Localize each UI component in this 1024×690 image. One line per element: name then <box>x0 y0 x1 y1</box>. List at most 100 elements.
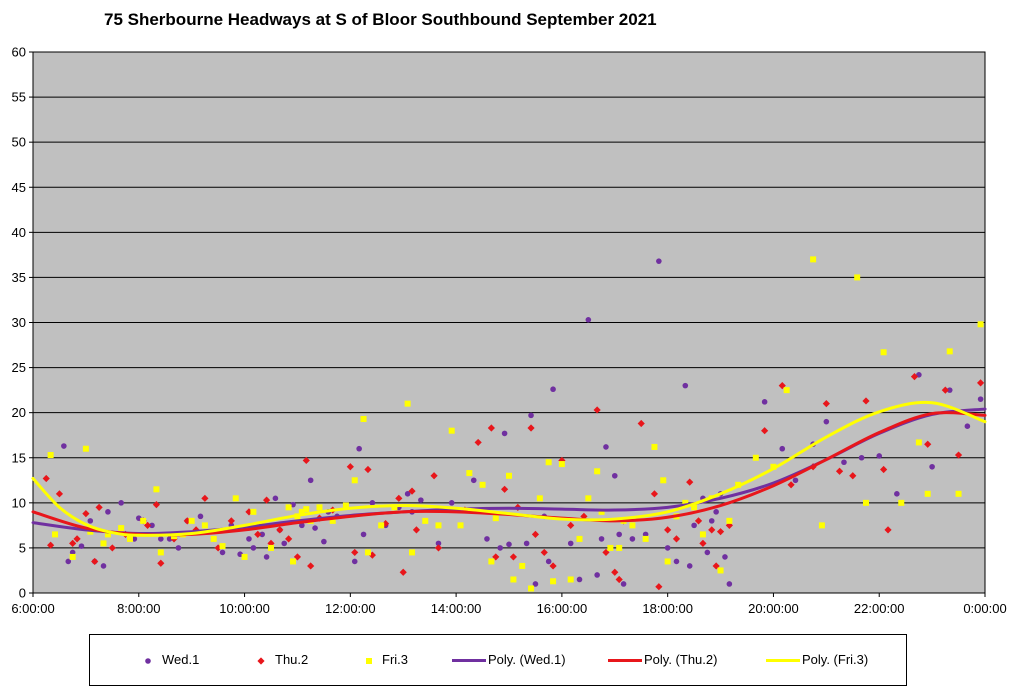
data-point <box>558 456 566 465</box>
data-point <box>528 412 534 419</box>
data-point <box>594 468 601 475</box>
data-point <box>118 525 125 532</box>
x-tick-label: 6:00:00 <box>11 601 54 616</box>
data-point <box>47 452 54 459</box>
data-point <box>321 538 327 545</box>
y-tick-label: 50 <box>12 135 26 150</box>
legend-line-swatch <box>452 659 486 662</box>
data-point <box>369 500 376 506</box>
x-tick-label: 22:00:00 <box>854 601 905 616</box>
data-point <box>360 531 367 538</box>
data-point <box>342 502 349 509</box>
data-point <box>699 531 706 538</box>
data-point <box>616 544 623 551</box>
data-point <box>360 415 367 422</box>
data-point <box>73 535 81 543</box>
data-point <box>977 396 984 402</box>
data-point <box>977 321 984 328</box>
data-point <box>941 386 949 394</box>
data-point <box>448 500 455 506</box>
data-point <box>100 563 107 569</box>
data-point <box>823 418 830 425</box>
y-tick-label: 60 <box>12 45 26 60</box>
data-point <box>105 509 111 515</box>
x-tick-label: 16:00:00 <box>537 601 588 616</box>
data-point <box>550 578 557 585</box>
data-point <box>100 540 107 547</box>
data-point <box>435 540 442 547</box>
y-tick-label: 5 <box>19 540 26 555</box>
data-point <box>254 530 262 538</box>
data-point <box>682 382 689 389</box>
data-point <box>822 400 830 408</box>
data-point <box>131 536 138 542</box>
data-point <box>175 545 182 551</box>
data-point <box>611 472 618 479</box>
data-point <box>285 504 292 511</box>
data-point <box>528 585 535 592</box>
y-tick-label: 45 <box>12 180 26 195</box>
data-point <box>418 497 424 503</box>
y-tick-label: 55 <box>12 90 26 105</box>
data-point <box>523 540 530 547</box>
data-point <box>281 540 288 547</box>
data-point <box>214 544 222 552</box>
data-point <box>655 583 663 591</box>
data-point <box>237 551 243 558</box>
data-point <box>351 558 358 565</box>
data-point <box>694 517 703 525</box>
data-point <box>946 348 953 355</box>
data-point <box>479 481 486 488</box>
data-point <box>69 539 77 548</box>
x-tick-label: 20:00:00 <box>748 601 799 616</box>
legend-marker <box>257 657 265 665</box>
data-point <box>201 522 208 529</box>
data-point <box>65 558 72 565</box>
data-point <box>219 549 226 556</box>
data-point <box>567 540 574 547</box>
data-point <box>272 495 279 502</box>
data-point <box>276 526 284 534</box>
legend-marker <box>145 658 151 664</box>
data-point <box>691 522 697 529</box>
data-point <box>197 513 204 520</box>
data-point <box>761 399 768 405</box>
data-point <box>158 536 164 542</box>
data-point <box>42 474 50 483</box>
x-tick-label: 12:00:00 <box>325 601 376 616</box>
data-point <box>259 531 265 538</box>
data-point <box>708 518 715 524</box>
data-point <box>188 517 195 524</box>
data-point <box>470 477 477 484</box>
legend-marker <box>366 658 372 664</box>
data-point <box>598 508 605 515</box>
data-point <box>500 485 509 493</box>
x-tick-label: 10:00:00 <box>219 601 270 616</box>
data-point <box>290 501 296 508</box>
data-point <box>810 256 817 263</box>
data-point <box>487 424 495 432</box>
data-point <box>245 508 253 516</box>
data-point <box>506 472 512 479</box>
data-point <box>506 541 512 548</box>
y-tick-label: 25 <box>12 360 26 375</box>
data-point <box>929 463 935 470</box>
data-point <box>509 553 518 561</box>
data-point <box>82 510 90 518</box>
data-point <box>664 526 672 534</box>
data-point <box>356 445 362 452</box>
data-point <box>104 531 111 538</box>
legend-label: Thu.2 <box>275 652 309 667</box>
data-point <box>783 387 790 394</box>
data-point <box>61 443 67 449</box>
data-point <box>924 490 931 497</box>
data-point <box>527 424 535 432</box>
plot-area: 0 5 10 15 20 25 30 35 40 45 50 55 60 6:00:00 8:00:00 10… <box>11 45 1006 617</box>
data-point <box>351 548 359 557</box>
legend-marker-swatch <box>145 658 151 664</box>
y-tick-label: 10 <box>12 495 26 510</box>
data-point <box>285 535 293 543</box>
data-point <box>629 522 636 529</box>
data-point <box>501 430 508 437</box>
data-point <box>910 373 919 381</box>
